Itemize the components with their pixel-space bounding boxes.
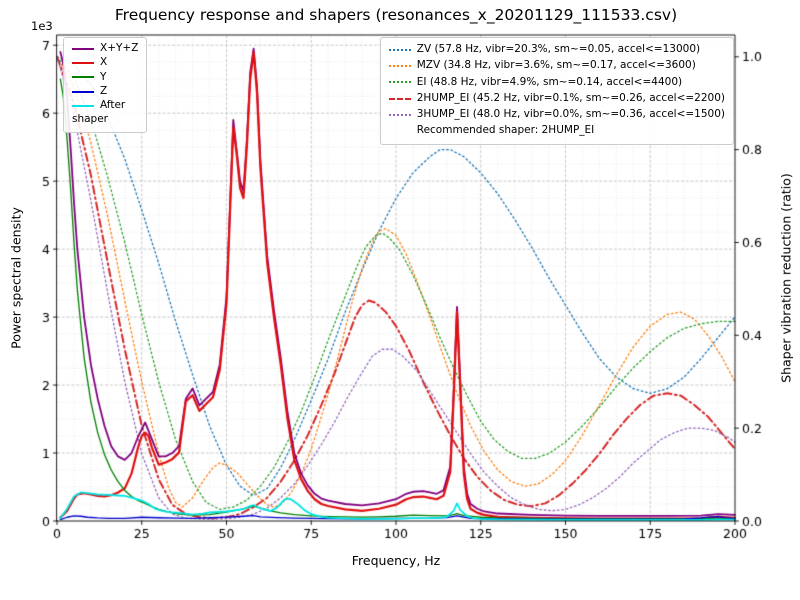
legend-label: Recommended shaper: 2HUMP_EI [416, 124, 595, 137]
legend-line-swatch [388, 81, 411, 84]
legend-line-swatch [72, 90, 94, 93]
legend-label: ZV (57.8 Hz, vibr=20.3%, sm~=0.05, accel… [416, 43, 701, 55]
legend-entry: 3HUMP_EI (48.0 Hz, vibr=0.0%, sm~=0.36, … [388, 107, 725, 123]
legend-line-swatch [72, 76, 94, 79]
legend-label: MZV (34.8 Hz, vibr=3.6%, sm~=0.17, accel… [416, 59, 696, 72]
y-axis-offset-text: 1e3 [31, 19, 53, 33]
legend-entry: MZV (34.8 Hz, vibr=3.6%, sm~=0.17, accel… [388, 58, 725, 74]
y2-axis-label: Shaper vibration reduction (ratio) [778, 173, 794, 383]
legend-label: X [100, 56, 108, 69]
legend-entry: 2HUMP_EI (45.2 Hz, vibr=0.1%, sm~=0.26, … [388, 91, 725, 107]
legend-entry: ZV (57.8 Hz, vibr=20.3%, sm~=0.05, accel… [388, 42, 725, 58]
chart-title: Frequency response and shapers (resonanc… [114, 6, 678, 24]
legend-line-swatch [72, 47, 94, 50]
legend-line-swatch [388, 97, 411, 100]
legend-line-swatch [388, 65, 411, 67]
legend-line-swatch [388, 48, 411, 51]
x-axis-label: Frequency, Hz [351, 553, 441, 568]
legend-entry: EI (48.8 Hz, vibr=4.9%, sm~=0.14, accel<… [388, 75, 725, 91]
psd-legend: X+Y+Z X Y Z After shaper [63, 37, 148, 133]
legend-label: After shaper [72, 99, 126, 126]
legend-entry: Z [72, 85, 138, 99]
shaper-legend: ZV (57.8 Hz, vibr=20.3%, sm~=0.05, accel… [379, 37, 734, 145]
legend-entry: X+Y+Z [72, 42, 138, 56]
legend-line-swatch [388, 113, 411, 116]
legend-label: EI (48.8 Hz, vibr=4.9%, sm~=0.14, accel<… [416, 75, 683, 88]
legend-line-swatch [72, 104, 94, 107]
legend-entry: Y [72, 71, 138, 85]
legend-line-swatch [72, 62, 94, 64]
legend-label: Y [100, 70, 107, 83]
legend-note: Recommended shaper: 2HUMP_EI [389, 123, 725, 139]
legend-label: X+Y+Z [100, 42, 139, 54]
legend-entry: X [72, 56, 138, 70]
y-axis-label: Power spectral density [8, 207, 24, 349]
legend-label: 3HUMP_EI (48.0 Hz, vibr=0.0%, sm~=0.36, … [416, 108, 725, 120]
legend-label: 2HUMP_EI (45.2 Hz, vibr=0.1%, sm~=0.26, … [416, 91, 725, 104]
legend-entry: After shaper [72, 99, 138, 128]
legend-label: Z [100, 84, 108, 97]
